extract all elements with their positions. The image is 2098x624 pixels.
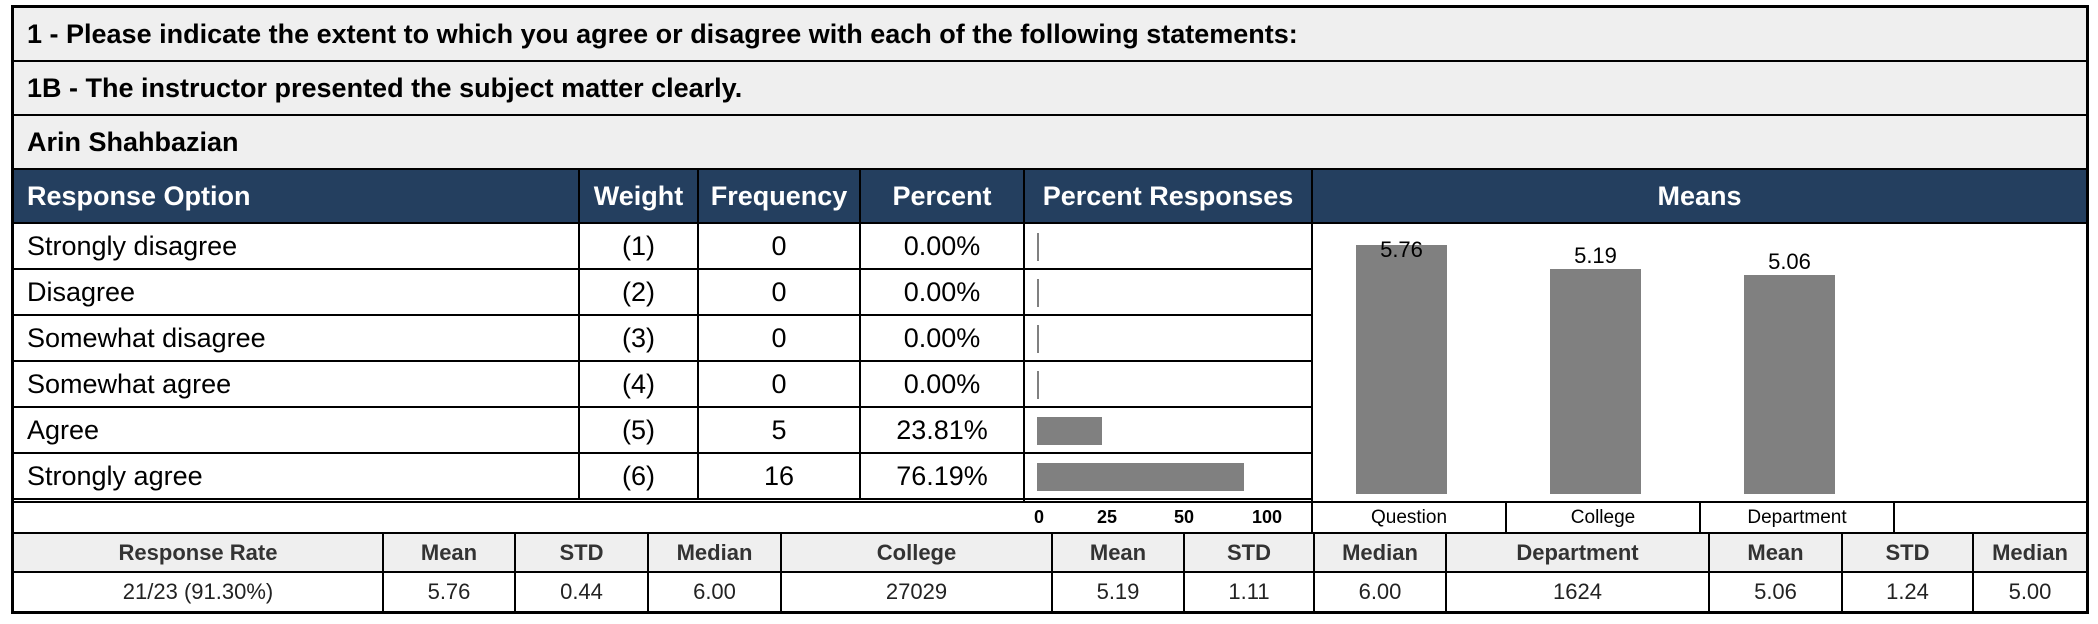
- report-frame: 1 - Please indicate the extent to which …: [11, 5, 2089, 614]
- axis-tick: 50: [1174, 507, 1195, 527]
- option-cell: Strongly disagree: [27, 231, 238, 261]
- weight-cell: (2): [578, 270, 697, 314]
- stats-header-cell: Mean: [1051, 534, 1183, 571]
- stats-header-cell: College: [780, 534, 1051, 571]
- instructor-header: Arin Shahbazian: [14, 116, 2086, 170]
- option-cell: Strongly agree: [27, 461, 203, 491]
- table-row: Somewhat disagree (3) 0 0.00%: [14, 316, 1311, 362]
- frequency-cell: 0: [697, 362, 859, 406]
- stats-header-cell: Median: [647, 534, 780, 571]
- percent-bar: [1037, 233, 1039, 261]
- table-row: Strongly disagree (1) 0 0.00%: [14, 224, 1311, 270]
- frequency-cell: 0: [697, 270, 859, 314]
- table-row: Somewhat agree (4) 0 0.00%: [14, 362, 1311, 408]
- question-group-header: 1 - Please indicate the extent to which …: [14, 8, 2086, 62]
- col-response-option: Response Option: [27, 181, 251, 211]
- stats-value-cell: 27029: [780, 573, 1051, 611]
- axis-tick: 25: [1097, 507, 1118, 527]
- stats-value-cell: 5.19: [1051, 573, 1183, 611]
- stats-header-cell: STD: [1841, 534, 1972, 571]
- col-means: Means: [1311, 170, 2086, 222]
- means-chart: 5.76 5.19 5.06: [1311, 224, 2086, 501]
- stats-header-cell: Median: [1313, 534, 1445, 571]
- stats-value-cell: 1.24: [1841, 573, 1972, 611]
- frequency-cell: 16: [697, 454, 859, 498]
- axis-tick: 100: [1252, 507, 1283, 527]
- frequency-cell: 5: [697, 408, 859, 452]
- option-cell: Somewhat disagree: [27, 323, 266, 353]
- percent-cell: 76.19%: [859, 454, 1023, 498]
- percent-bar: [1037, 417, 1102, 445]
- percent-cell: 0.00%: [859, 224, 1023, 268]
- option-cell: Agree: [27, 415, 100, 445]
- stats-value-cell: 5.00: [1972, 573, 2086, 611]
- frequency-cell: 0: [697, 316, 859, 360]
- percent-cell: 0.00%: [859, 362, 1023, 406]
- weight-cell: (1): [578, 224, 697, 268]
- col-percent-responses: Percent Responses: [1023, 170, 1311, 222]
- mean-value-label: 5.76: [1380, 236, 1423, 262]
- col-frequency: Frequency: [697, 170, 859, 222]
- weight-cell: (3): [578, 316, 697, 360]
- percent-cell: 23.81%: [859, 408, 1023, 452]
- stats-value-cell: 1624: [1445, 573, 1708, 611]
- table-header: Response Option Weight Frequency Percent…: [14, 170, 2086, 224]
- percent-cell: 0.00%: [859, 316, 1023, 360]
- stats-value-cell: 5.76: [382, 573, 514, 611]
- stats-header-cell: STD: [1183, 534, 1313, 571]
- weight-cell: (6): [578, 454, 697, 498]
- percent-bar: [1037, 325, 1039, 353]
- option-cell: Disagree: [27, 277, 136, 307]
- mean-value-label: 5.19: [1574, 243, 1617, 269]
- weight-cell: (5): [578, 408, 697, 452]
- stats-header-cell: Mean: [382, 534, 514, 571]
- stats-header-cell: Department: [1445, 534, 1708, 571]
- stats-value-cell: 6.00: [1313, 573, 1445, 611]
- stats-value-cell: 1.11: [1183, 573, 1313, 611]
- percent-cell: 0.00%: [859, 270, 1023, 314]
- stats-value-cell: 0.44: [514, 573, 647, 611]
- chart-axis-row: 0 25 50 100 Question College Department: [14, 501, 2086, 534]
- frequency-cell: 0: [697, 224, 859, 268]
- table-row: Strongly agree (6) 16 76.19%: [14, 454, 1311, 500]
- stats-value-cell: 21/23 (91.30%): [122, 579, 274, 604]
- table-row: Agree (5) 5 23.81%: [14, 408, 1311, 454]
- option-cell: Somewhat agree: [27, 369, 232, 399]
- means-label-empty: [1893, 503, 2086, 532]
- question-header: 1B - The instructor presented the subjec…: [14, 62, 2086, 116]
- percent-bar: [1037, 371, 1039, 399]
- axis-tick: 0: [1034, 507, 1045, 527]
- stats-header-cell: Mean: [1708, 534, 1841, 571]
- col-weight: Weight: [578, 170, 697, 222]
- stats-header-row: Response Rate Mean STD Median College Mean STD…: [14, 534, 2086, 573]
- percent-bar: [1037, 279, 1039, 307]
- mean-bar: [1356, 244, 1447, 494]
- weight-cell: (4): [578, 362, 697, 406]
- stats-value-row: 21/23 (91.30%) 5.76 0.44 6.00 27029 5.19 1.11 6…: [14, 573, 2086, 611]
- means-label-college: College: [1505, 503, 1699, 532]
- mean-bar: [1550, 269, 1641, 494]
- percent-responses-chart: [1023, 224, 1311, 501]
- stats-header-cell: Response Rate: [118, 539, 278, 565]
- stats-value-cell: 5.06: [1708, 573, 1841, 611]
- means-label-department: Department: [1699, 503, 1893, 532]
- stats-value-cell: 6.00: [647, 573, 780, 611]
- means-label-question: Question: [1311, 503, 1505, 532]
- stats-header-cell: Median: [1972, 534, 2086, 571]
- mean-bar: [1744, 274, 1835, 494]
- col-percent: Percent: [859, 170, 1023, 222]
- table-row: Disagree (2) 0 0.00%: [14, 270, 1311, 316]
- stats-header-cell: STD: [514, 534, 647, 571]
- mean-value-label: 5.06: [1768, 248, 1811, 274]
- percent-bar: [1037, 463, 1245, 491]
